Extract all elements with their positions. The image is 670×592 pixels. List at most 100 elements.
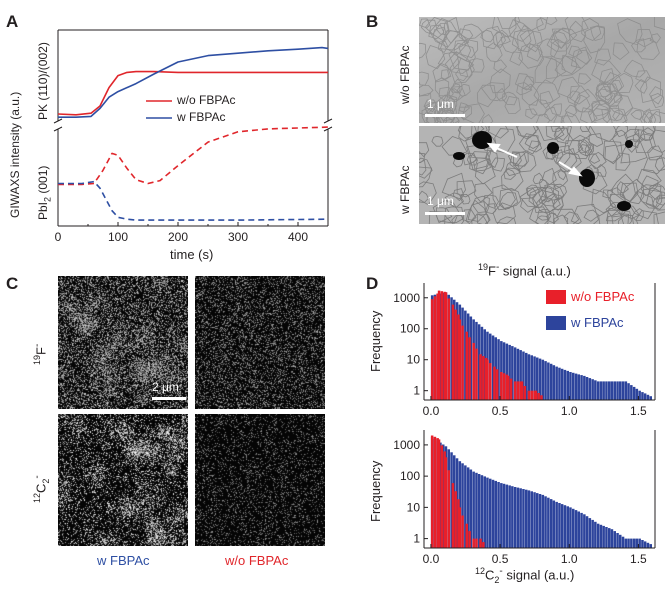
hist-bottom-bar-0 [594,521,597,548]
hist-top-bar-0 [497,339,500,400]
sem-grain [569,85,591,105]
sem-grain [469,151,491,175]
hist-top-bar-1 [465,331,468,400]
sem-grain [458,126,478,142]
sem-grain [481,82,506,102]
hist-top-bar-1 [457,314,460,400]
sem-grain [606,104,620,121]
hist-top-bar-0 [547,362,550,400]
hist-bottom-bar-0 [560,504,564,548]
sem-grain [555,127,569,142]
sem-grain [631,208,644,221]
sem-grain [566,90,581,106]
row-c2-sup: 12 [32,492,42,503]
hist-top-bar-1 [447,298,450,400]
hist-bottom-bar-0 [566,506,569,548]
hist-bottom-bar-0 [572,508,575,548]
hist-top-bar-0 [533,356,536,400]
hist-bottom-bar-0 [585,516,589,548]
panel-a-ylabel-top: PK (110)/(002) [36,42,50,120]
panel-d-ylabel-top: Frequency [368,310,383,372]
sem-grain [529,206,550,224]
hist-bottom-bar-0 [519,488,522,548]
sem-grain [635,29,655,48]
hist-bottom-y-tick-label-3: 1000 [393,438,420,452]
hist-top-bar-1 [509,378,513,400]
hist-top-bar-1 [534,390,538,400]
hist-bottom-bar-0 [608,528,611,548]
hist-bottom-bar-0 [480,475,484,548]
sem-grain [448,88,461,101]
hist-bottom-bar-0 [610,529,614,548]
legend-d-swatch-wo [546,290,566,304]
sem-image-w-fbpac: 1 μm [419,126,665,224]
hist-bottom-bar-0 [624,538,628,548]
sem-grain [649,113,662,123]
hist-bottom-bar-1 [472,538,475,548]
sem-grain [419,18,431,29]
sem-grain [568,45,583,58]
sem-grain [437,40,449,54]
hist-top-bar-0 [624,381,628,400]
sem-grain [419,85,434,97]
sem-grain [440,69,450,80]
sem-grain [448,42,476,71]
hist-top-bar-0 [649,396,652,400]
hist-bottom-bar-0 [538,494,542,548]
hist-top-bar-1 [454,309,457,400]
sem-grain [573,88,601,113]
hist-top-bar-0 [461,307,464,400]
hist-top-bar-0 [436,294,439,400]
sem-grain [485,150,499,168]
hist-top-bar-0 [591,379,594,400]
hist-top-bar-0 [610,381,614,400]
hist-top-bar-0 [466,313,470,400]
hist-top-bar-0 [588,378,592,400]
sem-grain [554,27,578,44]
hist-bottom-bar-0 [588,518,592,548]
sem-grain [654,157,665,172]
hist-bottom-bar-0 [613,531,616,548]
sem-grain [579,126,591,133]
sem-grain [563,211,582,224]
sem-grain [481,114,494,123]
sem-image-wo-fbpac: 1 μm [419,17,665,123]
hist-top-bar-0 [525,352,528,400]
panel-label-b: B [366,12,379,31]
hist-bottom-bar-0 [508,485,511,548]
hist-top-bar-1 [502,373,506,400]
hist-bottom-bar-0 [621,536,625,548]
sem-grain [441,172,466,200]
hist-top-bar-0 [442,292,445,400]
hist-bottom-bar-0 [627,538,630,548]
hist-top-bar-0 [486,331,489,400]
sem-grain [612,42,630,61]
hist-bottom-bar-0 [497,482,500,548]
sem-grain [594,48,612,66]
sem-grain [591,59,622,84]
hist-top-bar-0 [483,329,486,400]
sem-grain [653,211,665,224]
hist-top-x-tick-label-3: 1.5 [630,404,647,418]
sem-grain [456,180,477,198]
d-xlabel-sup: 12 [475,566,486,576]
sem-grain [546,28,572,52]
panel-a-ylabel-bottom: PbI2 (001) [36,166,52,220]
panel-a-ylabel-bottom-post: (001) [36,165,50,197]
hist-bottom-bar-0 [596,523,600,548]
legend-d-swatch-w [546,316,566,330]
hist-top-bar-0 [605,381,608,400]
sem-grain [468,58,485,73]
tofsims-scale-bar [152,397,186,400]
sem-grain [612,109,624,122]
sem-grain [554,54,582,77]
sem-grain [587,103,612,123]
sem-grain [635,70,651,84]
panel-a-plot-group: 0 100 200 300 400 [53,29,333,244]
hist-bottom-bar-0 [483,476,486,548]
hist-top-bar-0 [552,365,556,400]
hist-top-bar-1 [520,381,524,400]
sem-grain [623,129,640,149]
hist-bottom-bar-1 [451,483,455,548]
sem-grain [595,88,613,106]
